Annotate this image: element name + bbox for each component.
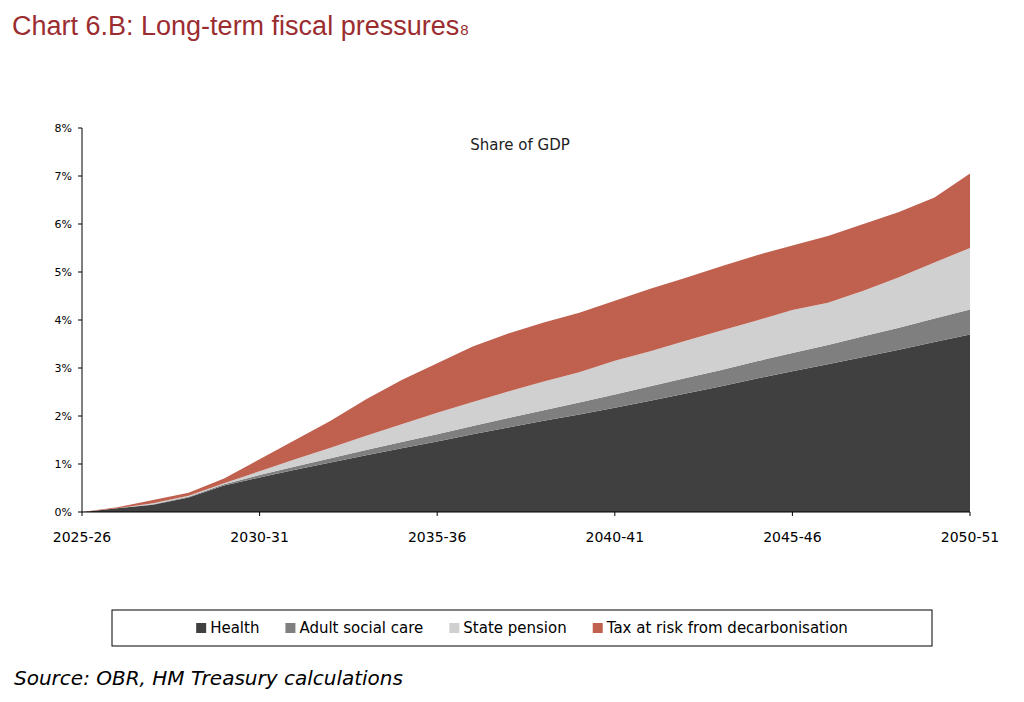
y-tick-label: 0% — [55, 506, 72, 519]
y-tick — [78, 464, 82, 465]
chart: Chart 6.B: Long-term fiscal pressures8 0%… — [0, 0, 1024, 702]
legend-swatch — [196, 623, 206, 633]
x-tick-label: 2030-31 — [230, 529, 289, 545]
legend-swatch — [285, 623, 295, 633]
y-tick — [78, 176, 82, 177]
y-tick-label: 1% — [55, 458, 72, 471]
x-tick — [259, 512, 260, 516]
area — [82, 174, 970, 512]
legend-box — [112, 610, 932, 646]
y-tick — [78, 416, 82, 417]
areas — [82, 174, 970, 512]
subtitle: Share of GDP — [470, 136, 570, 154]
x-tick — [82, 512, 83, 516]
x-tick — [792, 512, 793, 516]
title: Chart 6.B: Long-term fiscal pressures — [12, 11, 459, 41]
source: Source: OBR, HM Treasury calculations — [14, 666, 403, 690]
legend-label: Health — [210, 619, 259, 637]
y-tick — [78, 368, 82, 369]
legend-swatch — [449, 623, 459, 633]
x-tick — [437, 512, 438, 516]
x-tick — [970, 512, 971, 516]
x-tick-label: 2040-41 — [586, 529, 645, 545]
y-tick — [78, 320, 82, 321]
y-tick-label: 4% — [55, 314, 72, 327]
legend-label: Adult social care — [299, 619, 423, 637]
legend: Health Adult social care State pension Tax … — [112, 610, 932, 646]
x-tick-label: 2035-36 — [408, 529, 467, 545]
y-tick-label: 6% — [55, 218, 72, 231]
x-tick-label: 2025-26 — [53, 529, 112, 545]
x-axis — [82, 512, 970, 513]
x-tick-label: 2050-51 — [941, 529, 1000, 545]
y-tick — [78, 272, 82, 273]
y-tick — [78, 512, 82, 513]
y-tick-label: 8% — [55, 122, 72, 135]
x-tick — [614, 512, 615, 516]
title-footnote: 8 — [460, 21, 468, 38]
legend-swatch — [593, 623, 603, 633]
x-tick-label: 2045-46 — [763, 529, 822, 545]
y-tick — [78, 224, 82, 225]
y-tick — [78, 128, 82, 129]
y-tick-label: 5% — [55, 266, 72, 279]
y-tick-label: 3% — [55, 362, 72, 375]
y-tick-label: 7% — [55, 170, 72, 183]
legend-label: State pension — [463, 619, 566, 637]
y-tick-label: 2% — [55, 410, 72, 423]
legend-label: Tax at risk from decarbonisation — [606, 619, 848, 637]
